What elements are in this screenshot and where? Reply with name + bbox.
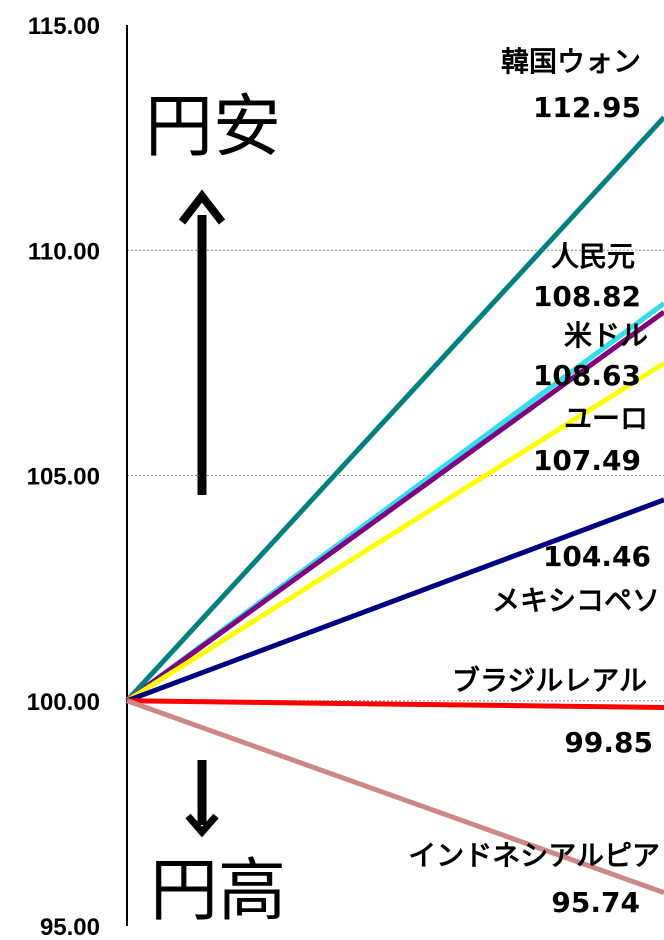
series-value-label: 112.95 <box>533 91 641 124</box>
yen-weak-label: 円安 <box>145 88 281 167</box>
y-tick-label: 110.00 <box>28 238 100 265</box>
y-tick-label: 115.00 <box>28 13 100 40</box>
series-line <box>125 361 664 703</box>
y-tick-label: 105.00 <box>27 464 100 491</box>
series-lines <box>125 115 664 896</box>
up-arrow <box>178 189 226 495</box>
series-value-label: 108.63 <box>533 359 641 392</box>
series-line <box>126 698 664 896</box>
series-value-label: 99.85 <box>564 726 653 759</box>
series-line <box>126 497 664 704</box>
series-value-label: 104.46 <box>543 540 651 573</box>
series-name-label: インドネシアルピア <box>408 839 660 872</box>
series-name-label: 韓国ウォン <box>501 45 641 78</box>
series-labels: 韓国ウォン 112.95 人民元 108.82 米ドル 108.63 ユーロ 107.49 メキ… <box>408 45 660 919</box>
y-tick-labels: 115.00 110.00 105.00 100.00 95.00 <box>27 13 100 940</box>
series-name-label: 人民元 <box>551 240 635 273</box>
yen-strong-label: 円高 <box>150 852 286 931</box>
series-line <box>126 698 664 711</box>
series-name-label: ユーロ <box>564 402 648 435</box>
y-tick-label: 100.00 <box>27 689 100 716</box>
series-name-label: ブラジルレアル <box>452 664 647 697</box>
y-tick-label: 95.00 <box>40 914 100 940</box>
series-name-label: 米ドル <box>564 319 648 352</box>
series-value-label: 108.82 <box>533 280 641 313</box>
series-line <box>125 309 664 703</box>
down-arrow <box>185 760 219 838</box>
series-name-label: メキシコペソ <box>492 584 660 617</box>
series-line <box>125 115 664 703</box>
series-value-label: 107.49 <box>533 444 641 477</box>
series-value-label: 95.74 <box>551 886 640 919</box>
